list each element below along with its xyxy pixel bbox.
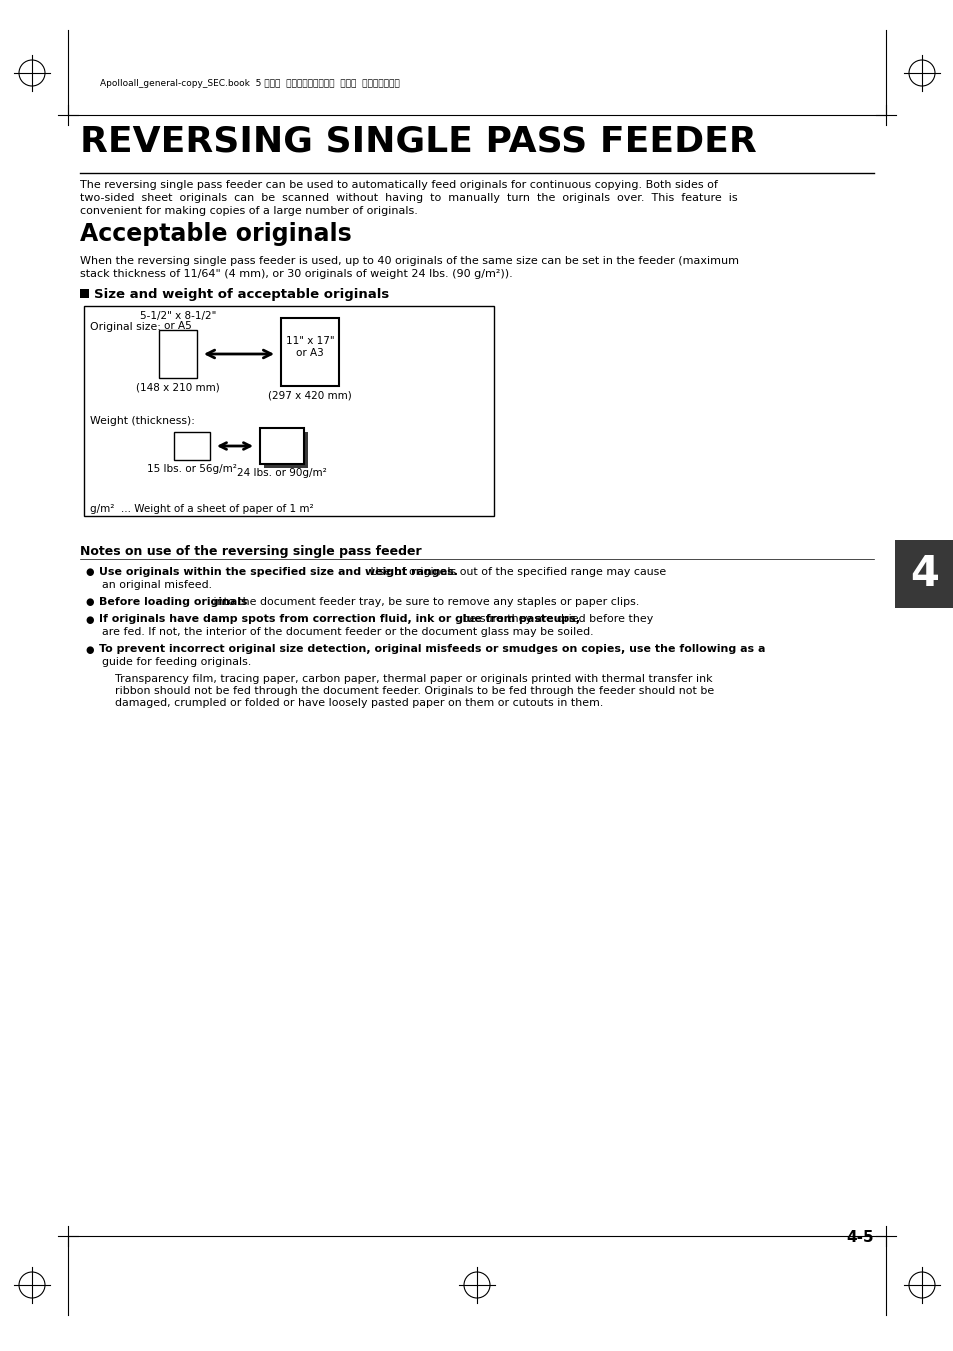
Text: an original misfeed.: an original misfeed. [102, 580, 212, 589]
Text: Before loading originals: Before loading originals [99, 597, 247, 607]
Bar [260, 428, 304, 463]
Text: ribbon should not be fed through the document feeder. Originals to be fed throug: ribbon should not be fed through the doc… [115, 686, 714, 696]
Text: (297 x 420 mm): (297 x 420 mm) [268, 390, 352, 401]
Text: Acceptable originals: Acceptable originals [80, 222, 352, 246]
Text: two-sided  sheet  originals  can  be  scanned  without  having  to  manually  tu: two-sided sheet originals can be scanned… [80, 193, 737, 203]
Text: g/m²  ... Weight of a sheet of paper of 1 m²: g/m² ... Weight of a sheet of paper of 1… [90, 504, 314, 513]
Bar [264, 432, 308, 467]
Text: To prevent incorrect original size detection, original misfeeds or smudges on co: To prevent incorrect original size detec… [99, 644, 764, 654]
Text: or A5: or A5 [164, 322, 192, 331]
Bar [159, 330, 196, 378]
Text: stack thickness of 11/64" (4 mm), or 30 originals of weight 24 lbs. (90 g/m²)).: stack thickness of 11/64" (4 mm), or 30 … [80, 269, 512, 280]
Bar [84, 305, 494, 516]
Text: guide for feeding originals.: guide for feeding originals. [102, 657, 251, 667]
Text: Apolloall_general-copy_SEC.book  5 ページ  ２００４年９月６日  月曜日  午後４時５７分: Apolloall_general-copy_SEC.book 5 ページ ２０… [100, 78, 399, 88]
Text: are fed. If not, the interior of the document feeder or the document glass may b: are fed. If not, the interior of the doc… [102, 627, 593, 638]
Text: 15 lbs. or 56g/m²: 15 lbs. or 56g/m² [147, 463, 236, 474]
Text: (148 x 210 mm): (148 x 210 mm) [136, 382, 219, 393]
Text: Use originals within the specified size and weight ranges.: Use originals within the specified size … [99, 567, 457, 577]
Text: into the document feeder tray, be sure to remove any staples or paper clips.: into the document feeder tray, be sure t… [210, 597, 639, 607]
Text: ●: ● [85, 644, 93, 654]
Bar [281, 317, 338, 386]
Text: be sure they are dried before they: be sure they are dried before they [459, 615, 653, 624]
Text: Original size:: Original size: [90, 322, 161, 332]
Bar [173, 432, 210, 459]
Text: or A3: or A3 [295, 349, 323, 358]
Text: 5-1/2" x 8-1/2": 5-1/2" x 8-1/2" [140, 311, 216, 322]
Text: Weight (thickness):: Weight (thickness): [90, 416, 194, 426]
Text: ●: ● [85, 597, 93, 607]
Text: ●: ● [85, 615, 93, 624]
Text: Use of originals out of the specified range may cause: Use of originals out of the specified ra… [367, 567, 665, 577]
Text: The reversing single pass feeder can be used to automatically feed originals for: The reversing single pass feeder can be … [80, 180, 717, 190]
Text: ●: ● [85, 567, 93, 577]
Text: Size and weight of acceptable originals: Size and weight of acceptable originals [94, 288, 389, 301]
Bar [80, 289, 89, 299]
Text: REVERSING SINGLE PASS FEEDER: REVERSING SINGLE PASS FEEDER [80, 126, 756, 159]
Bar [894, 540, 953, 608]
Text: Notes on use of the reversing single pass feeder: Notes on use of the reversing single pas… [80, 544, 421, 558]
Text: convenient for making copies of a large number of originals.: convenient for making copies of a large … [80, 205, 417, 216]
Text: 11" x 17": 11" x 17" [285, 336, 334, 346]
Text: 4-5: 4-5 [845, 1229, 873, 1246]
Text: 24 lbs. or 90g/m²: 24 lbs. or 90g/m² [237, 467, 327, 478]
Text: When the reversing single pass feeder is used, up to 40 originals of the same si: When the reversing single pass feeder is… [80, 255, 739, 266]
Text: 4: 4 [909, 553, 938, 594]
Text: If originals have damp spots from correction fluid, ink or glue from pasteups,: If originals have damp spots from correc… [99, 615, 579, 624]
Text: Transparency film, tracing paper, carbon paper, thermal paper or originals print: Transparency film, tracing paper, carbon… [115, 674, 712, 684]
Text: damaged, crumpled or folded or have loosely pasted paper on them or cutouts in t: damaged, crumpled or folded or have loos… [115, 698, 602, 708]
